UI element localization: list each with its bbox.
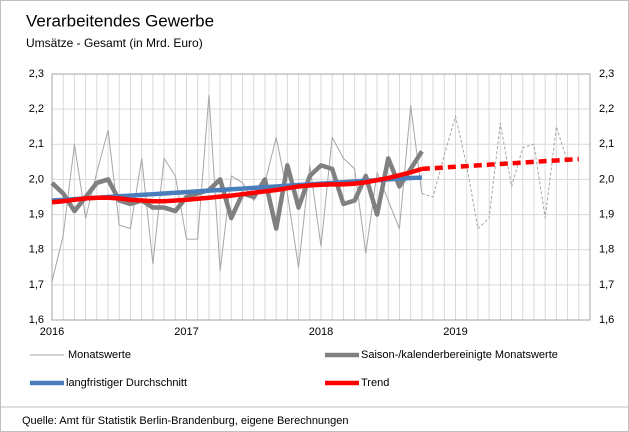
legend-label: Trend <box>361 377 389 389</box>
forecast-line <box>421 156 579 172</box>
y2-tick-label: 2,1 <box>599 138 614 150</box>
y-tick-label: 2,2 <box>29 103 44 115</box>
legend-label: Saison-/kalenderbereinigte Monatswerte <box>361 349 558 361</box>
y-tick-label: 2,1 <box>29 138 44 150</box>
forecast-line <box>421 115 569 230</box>
series-line <box>50 150 424 231</box>
series-line <box>51 94 423 282</box>
y2-tick-label: 1,8 <box>599 244 614 256</box>
plot-frame <box>51 73 591 321</box>
series-line <box>51 166 423 205</box>
legend-label: langfristiger Durchschnitt <box>66 377 187 389</box>
legend-label: Monatswerte <box>68 349 131 361</box>
y2-tick-label: 1,9 <box>599 208 614 220</box>
y-tick-label: 1,6 <box>29 314 44 326</box>
y2-tick-label: 2,2 <box>599 103 614 115</box>
x-tick-label: 2017 <box>174 326 198 338</box>
x-tick-label: 2016 <box>40 326 64 338</box>
y-tick-label: 1,7 <box>29 279 44 291</box>
chart-title: Verarbeitendes Gewerbe <box>26 11 214 30</box>
x-tick-label: 2018 <box>309 326 333 338</box>
y2-tick-label: 1,6 <box>599 314 614 326</box>
y-tick-label: 2,3 <box>29 68 44 80</box>
y2-tick-label: 1,7 <box>599 279 614 291</box>
y2-tick-label: 2,3 <box>599 68 614 80</box>
y-tick-label: 1,8 <box>29 244 44 256</box>
x-tick-label: 2019 <box>443 326 467 338</box>
y-tick-label: 1,9 <box>29 208 44 220</box>
chart-subtitle: Umsätze - Gesamt (in Mrd. Euro) <box>26 36 203 50</box>
source: Quelle: Amt für Statistik Berlin-Branden… <box>22 415 349 427</box>
y2-tick-label: 2,0 <box>599 173 614 185</box>
y-tick-label: 2,0 <box>29 173 44 185</box>
